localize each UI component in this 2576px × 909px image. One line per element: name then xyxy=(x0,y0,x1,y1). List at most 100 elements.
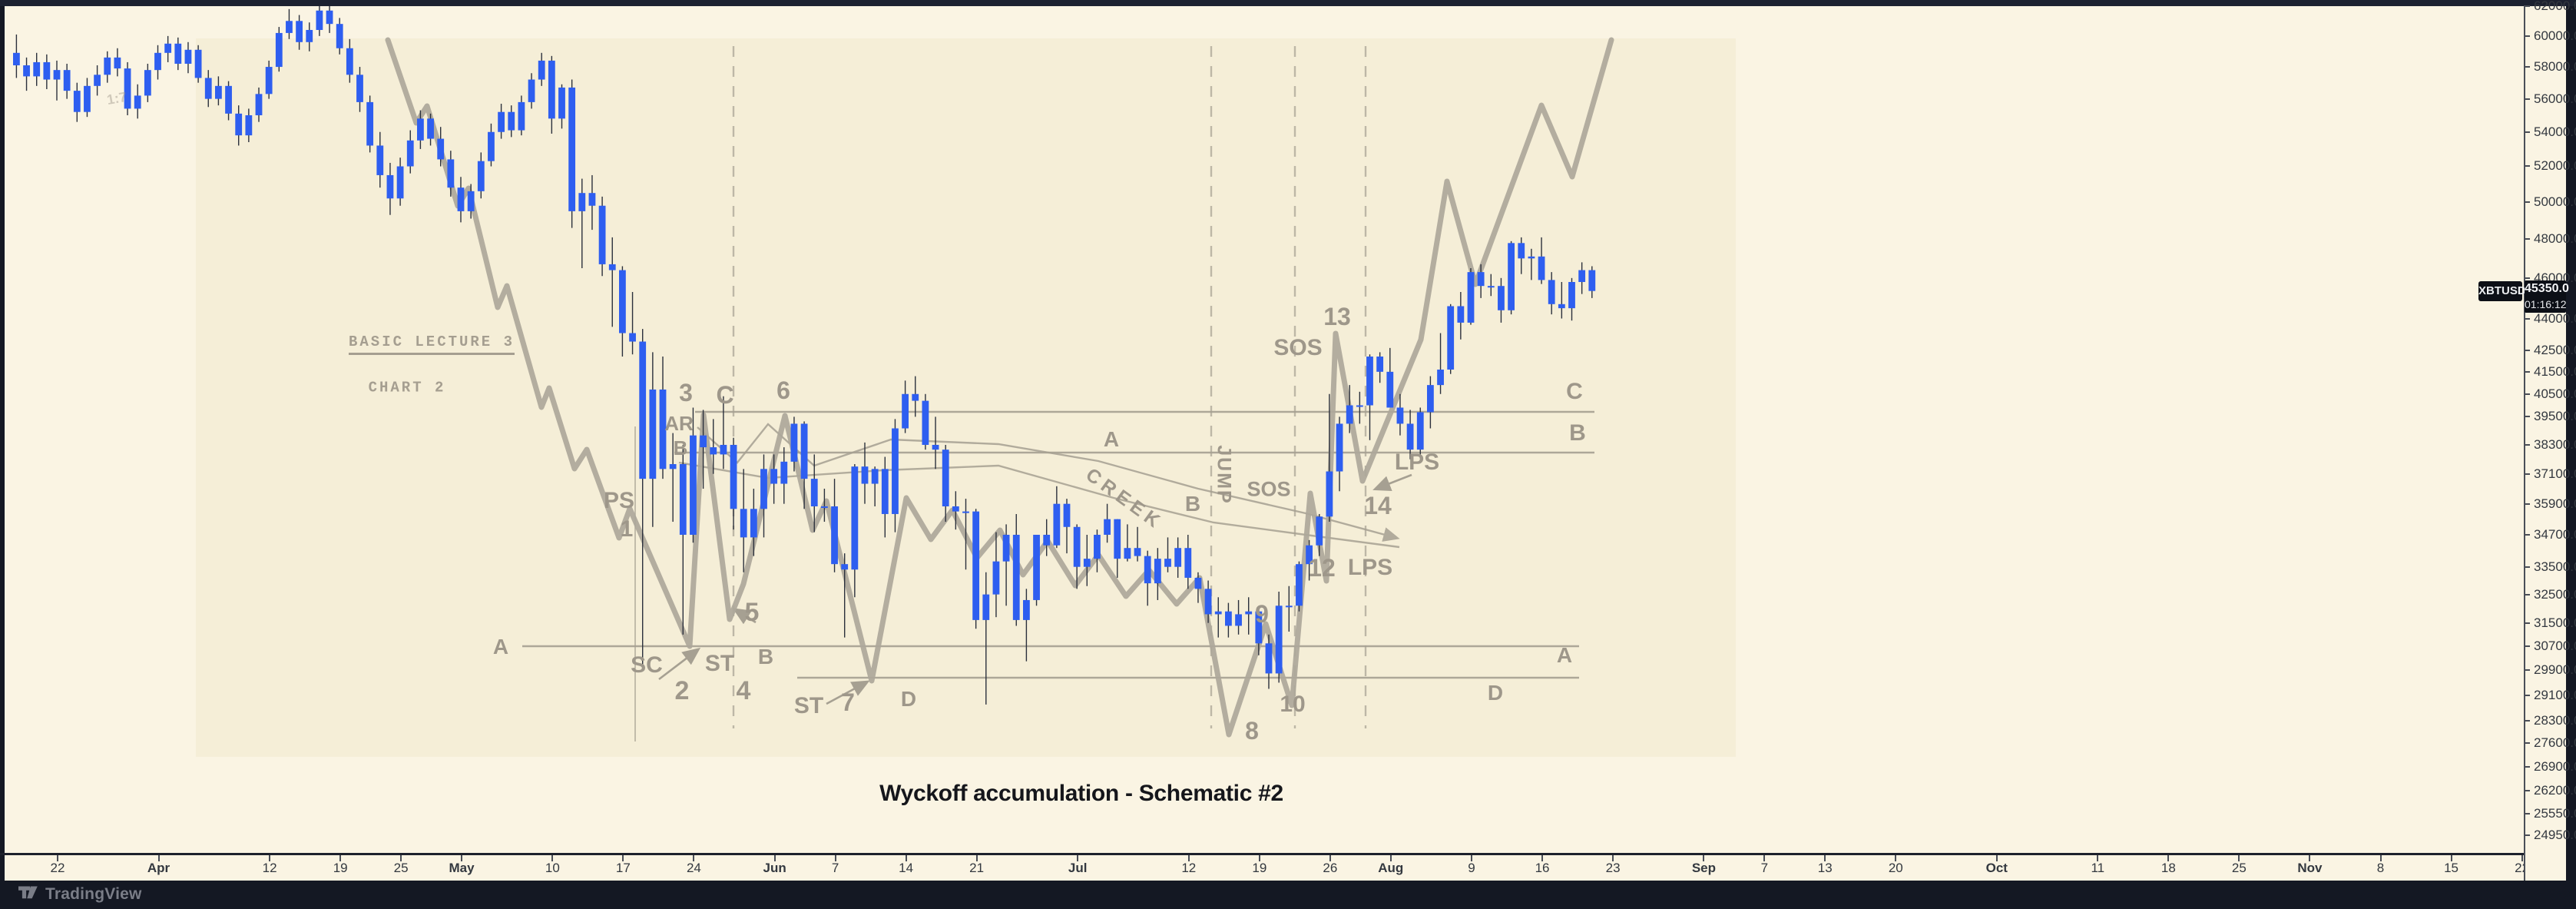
price-tick-label: 62000.0 xyxy=(2534,0,2576,13)
price-tick xyxy=(2524,238,2530,241)
price-tick-label: 25550.0 xyxy=(2534,805,2576,821)
time-tick xyxy=(1824,855,1826,861)
price-tick-label: 35900.0 xyxy=(2534,496,2576,511)
time-tick xyxy=(1389,855,1392,861)
price-tick-label: 27600.0 xyxy=(2534,735,2576,751)
price-tick-label: 42500.0 xyxy=(2534,342,2576,357)
time-tick xyxy=(400,855,402,861)
price-tick-label: 26200.0 xyxy=(2534,783,2576,798)
price-tick xyxy=(2524,98,2530,100)
price-tick xyxy=(2524,201,2530,203)
price-tick-label: 26900.0 xyxy=(2534,758,2576,774)
price-tick xyxy=(2524,473,2530,475)
time-tick xyxy=(2097,855,2099,861)
bar-countdown: 01:16:12 xyxy=(2525,297,2567,310)
time-axis[interactable]: 22 Apr 12 19 25 May 10 17 24 Jun 7 14 21 Jul 12 19 26 Aug… xyxy=(5,855,2566,881)
time-tick-label: 21 xyxy=(969,861,985,875)
time-tick xyxy=(773,855,776,861)
time-tick-label: 12 xyxy=(262,861,277,875)
time-tick-label: 7 xyxy=(1760,861,1769,875)
price-tick-label: 56000.0 xyxy=(2534,91,2576,106)
time-tick xyxy=(2521,855,2523,861)
time-tick-label: 17 xyxy=(615,861,631,875)
time-tick xyxy=(551,855,554,861)
time-tick-label: May xyxy=(449,861,475,875)
price-tick xyxy=(2524,790,2530,792)
time-tick-label: Jul xyxy=(1068,861,1088,875)
top-margin-strip xyxy=(0,0,2576,6)
time-tick-label: 26 xyxy=(1323,861,1338,875)
time-tick-label: 23 xyxy=(1605,861,1621,875)
time-tick-label: 15 xyxy=(2444,861,2459,875)
time-tick xyxy=(1187,855,1190,861)
time-tick-label: 8 xyxy=(2376,861,2385,875)
time-tick-label: Sep xyxy=(1691,861,1717,875)
price-tick xyxy=(2524,35,2530,37)
time-tick xyxy=(834,855,836,861)
chart-title-annotation[interactable]: Wyckoff accumulation - Schematic #2 xyxy=(879,781,1283,806)
time-tick xyxy=(2238,855,2240,861)
price-tick xyxy=(2524,669,2530,672)
time-tick xyxy=(975,855,978,861)
time-tick-label: 18 xyxy=(2160,861,2176,875)
price-tick xyxy=(2524,443,2530,446)
time-tick xyxy=(905,855,907,861)
time-tick xyxy=(269,855,271,861)
footer-bar: TradingView xyxy=(0,881,2576,909)
tradingview-brand-text: TradingView xyxy=(45,885,142,903)
time-tick xyxy=(622,855,624,861)
time-tick xyxy=(2309,855,2311,861)
price-tick xyxy=(2524,566,2530,568)
price-tick xyxy=(2524,370,2530,373)
time-tick xyxy=(693,855,695,861)
price-tick-label: 48000.0 xyxy=(2534,231,2576,247)
time-tick-label: 12 xyxy=(1181,861,1197,875)
time-tick-label: 20 xyxy=(1888,861,1903,875)
time-tick-label: 9 xyxy=(1468,861,1475,875)
price-tick-label: 50000.0 xyxy=(2534,194,2576,209)
time-tick-label: 22 xyxy=(50,861,65,875)
time-tick-label: Jun xyxy=(763,861,786,875)
time-tick xyxy=(1541,855,1544,861)
price-tick xyxy=(2524,812,2530,814)
time-tick xyxy=(2167,855,2170,861)
price-tick xyxy=(2524,645,2530,648)
time-tick-label: 16 xyxy=(1535,861,1550,875)
price-axis-border xyxy=(2524,6,2525,881)
price-tick xyxy=(2524,694,2530,696)
time-tick xyxy=(1703,855,1705,861)
time-tick xyxy=(1077,855,1079,861)
symbol-label-badge: XBTUSD xyxy=(2478,280,2526,301)
time-tick-label: 19 xyxy=(1252,861,1267,875)
price-axis[interactable]: 62000.0 60000.0 58000.0 56000.0 54000.0 52000… xyxy=(2524,0,2576,881)
time-tick xyxy=(1258,855,1260,861)
price-tick-label: 41500.0 xyxy=(2534,363,2576,379)
price-tick xyxy=(2524,719,2530,722)
price-tick xyxy=(2524,131,2530,133)
price-tick xyxy=(2524,277,2530,279)
time-tick-label: 25 xyxy=(2231,861,2247,875)
time-tick-label: Apr xyxy=(147,861,171,875)
time-tick-label: 25 xyxy=(393,861,409,875)
time-tick xyxy=(1612,855,1614,861)
time-tick xyxy=(2379,855,2382,861)
price-tick xyxy=(2524,66,2530,68)
price-tick xyxy=(2524,765,2530,768)
price-tick-label: 29900.0 xyxy=(2534,662,2576,678)
tradingview-icon xyxy=(18,886,38,899)
price-tick-label: 33500.0 xyxy=(2534,559,2576,574)
time-tick-label: 10 xyxy=(545,861,560,875)
price-tick xyxy=(2524,317,2530,320)
price-tick xyxy=(2524,834,2530,836)
price-tick xyxy=(2524,503,2530,505)
tradingview-logo[interactable]: TradingView xyxy=(18,885,142,904)
time-tick-label: 24 xyxy=(686,861,701,875)
price-tick-label: 58000.0 xyxy=(2534,59,2576,75)
price-tick-label: 30700.0 xyxy=(2534,639,2576,654)
price-tick-label: 37100.0 xyxy=(2534,466,2576,481)
price-tick xyxy=(2524,593,2530,595)
time-tick-label: 19 xyxy=(333,861,348,875)
time-tick xyxy=(339,855,342,861)
price-tick xyxy=(2524,349,2530,351)
